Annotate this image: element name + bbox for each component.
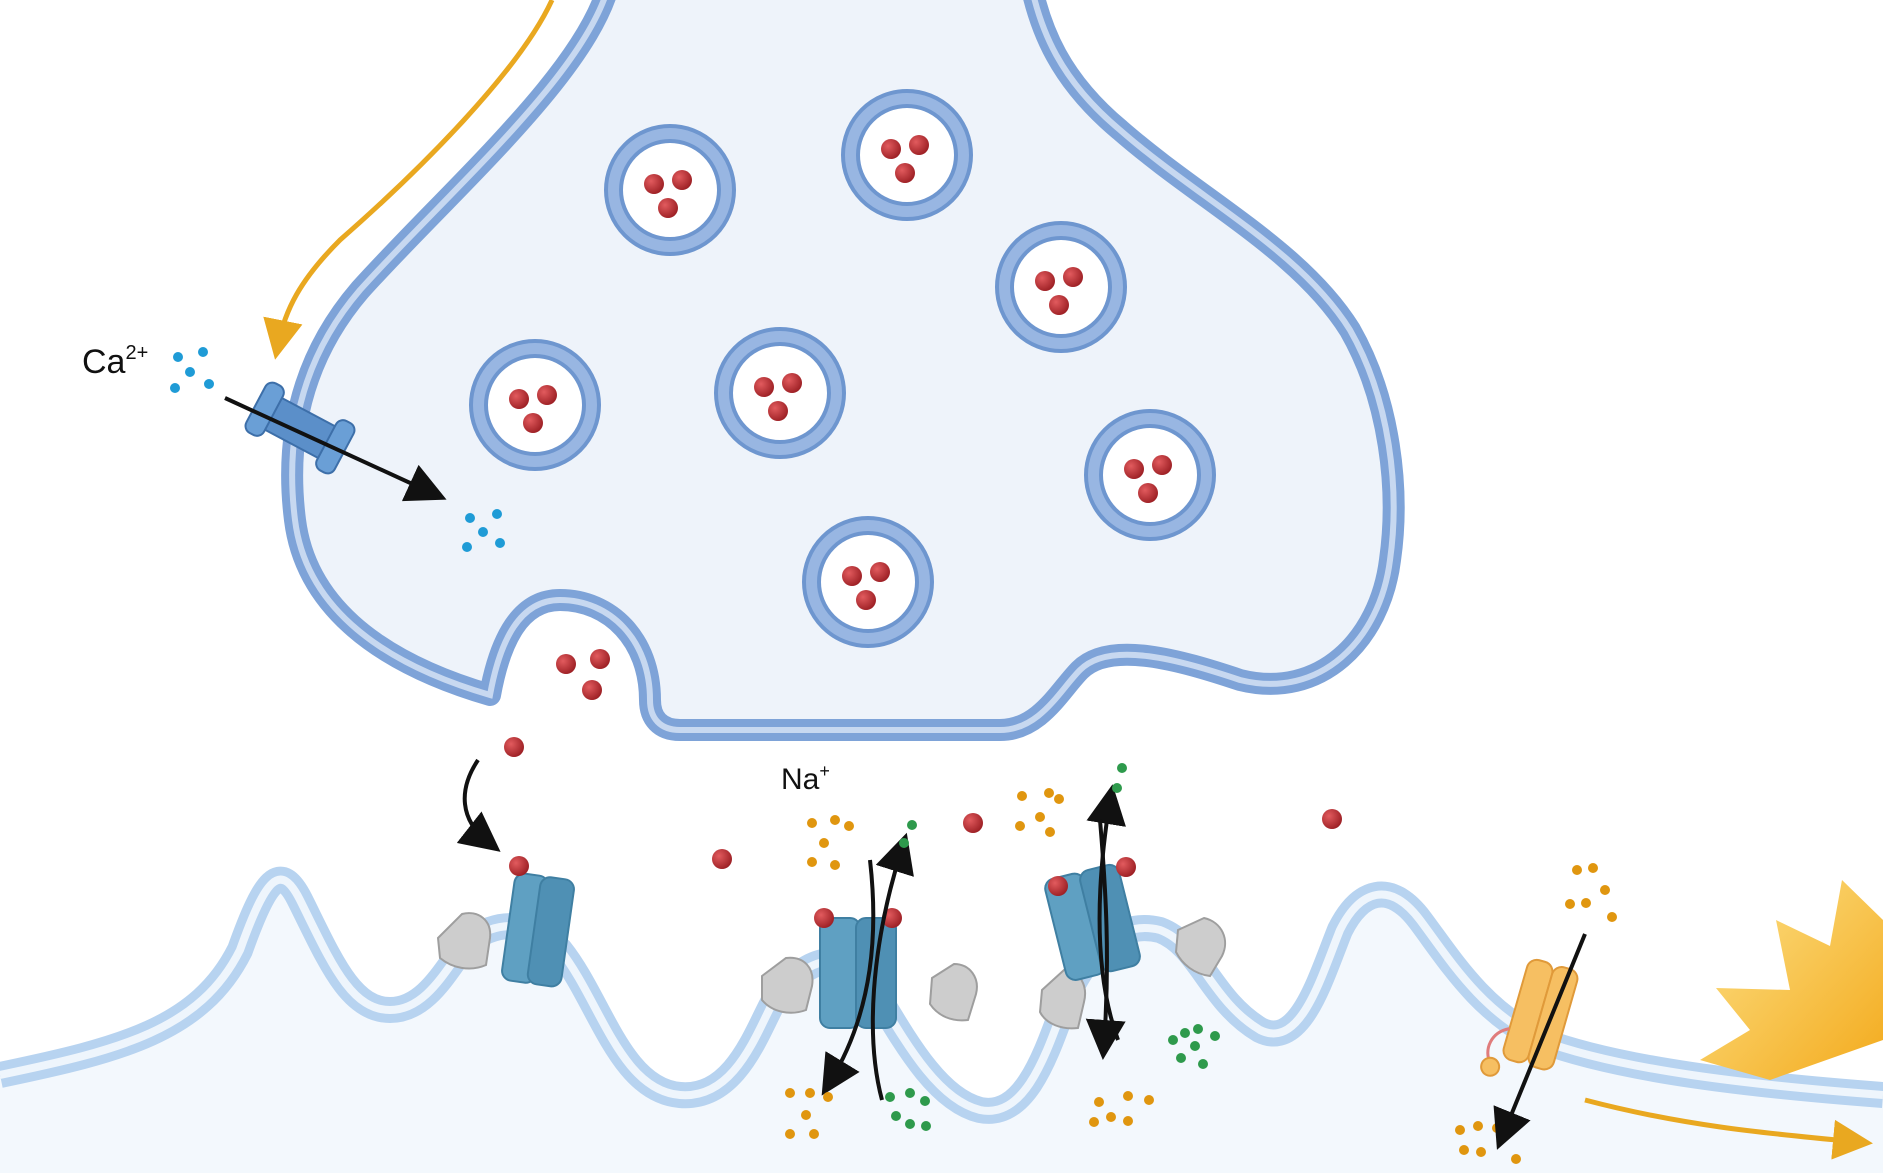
sodium-influx-arrow [1493,933,1587,1150]
released-neurotransmitters [504,649,1342,869]
synaptic-vesicle [469,339,601,471]
potassium-ions [885,763,1220,1131]
neurotransmitter [782,373,802,393]
outgoing-action-potential-arrow [1584,1097,1873,1160]
neurotransmitter [895,163,915,183]
synaptic-vesicle [802,516,934,648]
neurotransmitter [644,174,664,194]
neurotransmitter [1124,459,1144,479]
neurotransmitter [909,135,929,155]
neurotransmitter [754,377,774,397]
neurotransmitter [768,401,788,421]
sodium-label: Na+ [781,761,830,796]
synaptic-vesicle [714,327,846,459]
neurotransmitter [856,590,876,610]
neurotransmitter [1063,267,1083,287]
action-potential-spark-icon [1700,880,1883,1080]
calcium-ions-inside [462,509,505,552]
synaptic-vesicle [841,89,973,221]
neurotransmitter [1138,483,1158,503]
neurotransmitter [842,566,862,586]
synaptic-vesicle [995,221,1127,353]
ligand-gated-receptor-icon [501,872,575,988]
neurotransmitter [658,198,678,218]
synaptic-vesicles [469,89,1216,648]
synaptic-vesicle [1084,409,1216,541]
sodium-ions [785,788,1617,1164]
postsynaptic-membrane [0,866,1883,1173]
receptor-1 [436,856,575,988]
neurotransmitter [1035,271,1055,291]
calcium-label: Ca2+ [82,342,148,381]
calcium-ions-outside [170,347,214,393]
incoming-action-potential-arrow [263,0,555,360]
neurotransmitter [523,413,543,433]
neurotransmitter [1049,295,1069,315]
receptor-3 [1038,784,1227,1060]
neurotransmitter [509,389,529,409]
neurotransmitter [537,385,557,405]
neurotransmitter [870,562,890,582]
receptor-2 [761,832,978,1101]
neurotransmitter [672,170,692,190]
neurotransmitter [881,139,901,159]
neurotransmitter-binding-arrow [456,758,501,852]
calcium-influx-arrow [224,396,447,502]
neurotransmitter [1152,455,1172,475]
synaptic-vesicle [604,124,736,256]
